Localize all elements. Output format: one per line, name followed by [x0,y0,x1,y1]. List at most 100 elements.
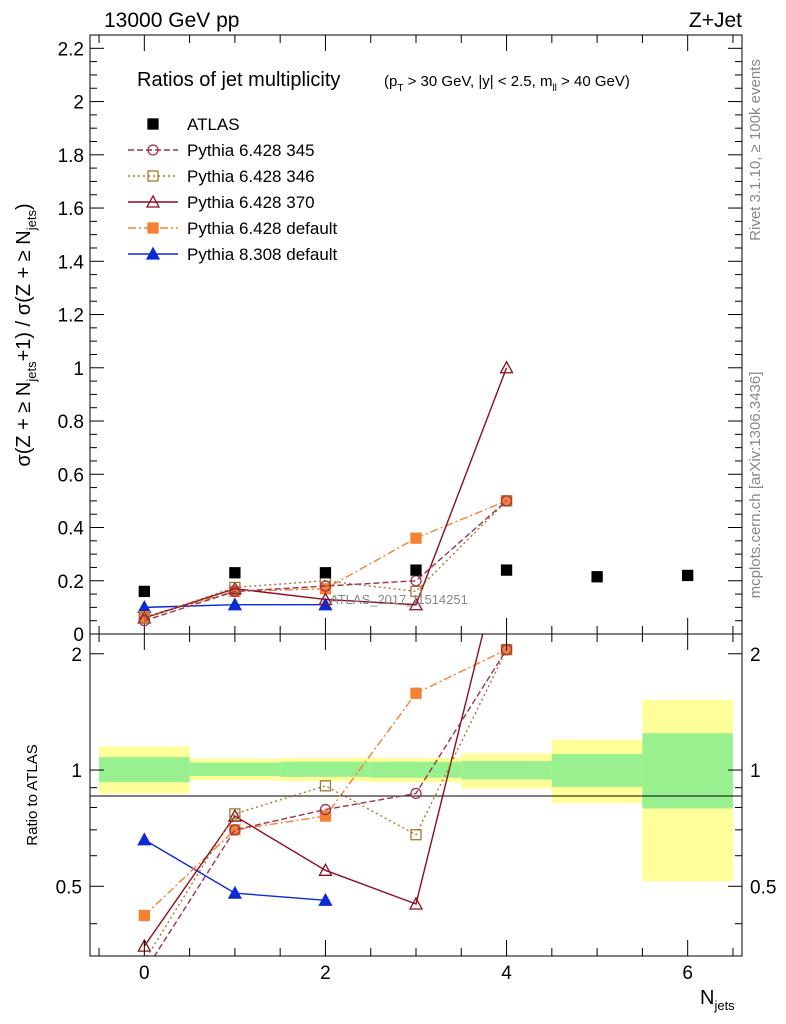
main-data-point [318,592,333,606]
main-ytick-label: 1.8 [58,146,84,167]
main-ytick-label: 2.2 [58,39,84,60]
ratio-series-line [143,634,484,947]
main-ytick-label: 1 [73,359,84,380]
main-data-point [227,597,242,611]
ratio-ytick-label-right: 1 [750,761,761,782]
main-title: Ratios of jet multiplicity [137,69,340,91]
ratio-data-point [229,808,241,820]
legend-marker [145,194,161,208]
main-data-point [229,585,241,598]
main-subtitle: (pT > 30 GeV, |y| < 2.5, mll > 40 GeV) [384,73,630,94]
ratio-band-inner [461,761,552,780]
ratio-series-layer [137,531,513,956]
ratio-data-point [410,687,422,699]
legend-entry: Pythia 6.428 default [128,219,338,238]
main-series-layer [137,360,694,627]
main-data-point [410,575,422,587]
ratio-series-line [146,649,508,956]
ratio-data-point [408,896,424,910]
main-data-point [408,597,424,611]
ratio-data-point [410,829,422,841]
main-data-point [682,569,694,582]
main-ytick-label: 0 [73,625,84,646]
ratio-data-point [319,803,332,816]
ratio-panel: 0.5 0.51 12 20 2 4 6 Ratio to ATLAS Njets [24,531,776,1013]
main-data-point [500,564,513,576]
legend-marker [147,222,159,234]
main-data-point [500,495,513,507]
main-ytick-label: 0.2 [58,572,84,593]
legend-marker [147,118,159,130]
ratio-data-point [229,824,241,836]
header-left: 13000 GeV pp [104,9,239,32]
ratio-ytick-label: 1 [71,761,82,782]
main-ytick-label: 1.6 [58,199,84,220]
main-data-point [591,571,603,583]
main-data-point [319,567,332,579]
analysis-watermark: ATLAS_2017_I1514251 [330,592,468,607]
main-series [138,495,513,627]
main-data-point [229,581,241,594]
legend: ATLAS Pythia 6.428 345 Pythia 6.428 346 Pyt… [128,115,338,264]
main-data-point [410,532,422,544]
legend-entry: Pythia 8.308 default [128,245,338,264]
ratio-ytick-label-right: 0.5 [750,877,776,898]
ratio-data-point [137,832,152,846]
ratio-band-inner [189,762,281,777]
main-data-point [499,360,514,374]
ratio-series-line [153,649,508,956]
mcplots-label: mcplots.cern.ch [arXiv:1306.3436] [747,372,764,599]
ratio-data-point [501,531,513,542]
ratio-band-inner [551,754,643,787]
rivet-label: Rivet 3.1.10, ≥ 100k events [747,59,764,241]
legend-entry: Pythia 6.428 345 [128,141,315,160]
header-right: Z+Jet [689,9,742,32]
xtick-label: 2 [320,963,331,984]
ratio-data-point [138,909,150,922]
ratio-data-point [318,892,333,906]
ratio-series [137,832,333,906]
legend-marker [145,246,161,260]
ratio-frame [89,633,743,957]
ratio-ytick-label: 2 [71,645,82,666]
main-ylabel: σ(Z + ≥ Njets+1) / σ(Z + ≥ Njets) [13,203,39,466]
ratio-data-point [319,780,332,792]
main-ytick-label: 0.8 [58,412,84,433]
ratio-band-inner [642,733,733,809]
legend-label: Pythia 8.308 default [187,245,338,264]
ratio-band-inner [99,757,190,783]
legend-label: Pythia 6.428 370 [187,193,315,212]
legend-marker [147,170,159,182]
legend-label: Pythia 6.428 default [187,219,338,238]
main-series-line [144,367,508,619]
ratio-data-point [318,862,333,876]
legend-label: Pythia 6.428 346 [187,167,315,186]
xtick-label: 4 [501,963,512,984]
main-series-line [144,500,508,622]
ratio-data-point [410,787,422,800]
main-ytick-label: 0.4 [58,519,85,540]
ratio-data-point [227,808,242,822]
legend-label: ATLAS [187,115,240,134]
legend-entry: ATLAS [147,115,240,134]
main-ytick-label: 1.2 [58,306,84,327]
xtick-label: 0 [139,963,150,984]
ratio-data-point [319,810,332,822]
ratio-series [153,643,513,956]
ratio-ytick-label: 0.5 [56,877,82,898]
main-data-point [138,585,150,598]
ratio-series-clip [137,531,513,956]
ratio-bands [99,699,733,882]
ratio-axis-ticks: 0.5 0.5 1 1 2 2 0 2 4 6 [56,634,776,984]
main-ytick-label: 1.4 [58,252,85,273]
x-axis-label: Njets [700,987,735,1013]
ratio-ylabel: Ratio to ATLAS [24,744,41,845]
main-ytick-label: 2 [73,93,84,114]
ratio-ytick-label-right: 2 [750,645,761,666]
legend-label: Pythia 6.428 345 [187,141,315,160]
main-ytick-label: 0.6 [58,465,84,486]
xtick-label: 6 [682,963,693,984]
ratio-data-point [227,885,242,899]
main-data-point [319,580,332,592]
